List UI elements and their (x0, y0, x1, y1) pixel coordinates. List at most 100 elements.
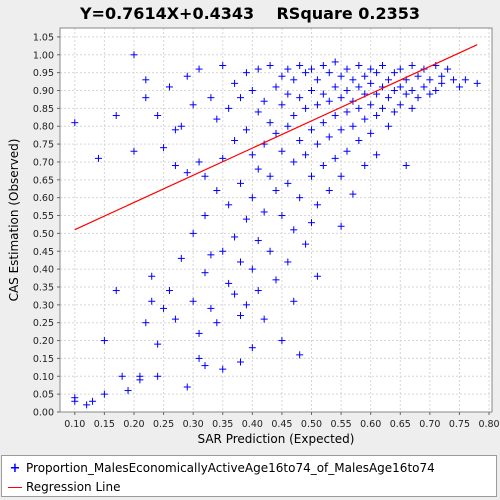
x-tick-label: 0.15 (94, 419, 115, 430)
data-point (278, 337, 286, 345)
data-point (349, 76, 357, 84)
data-point (171, 315, 179, 323)
plot-area-background (60, 28, 492, 412)
data-point (201, 362, 209, 370)
data-point (248, 151, 256, 159)
x-tick-label: 0.75 (449, 419, 470, 430)
scatter-plot: 0.00 0.05 0.10 0.15 0.20 0.25 0.30 0.35 0.40 0.45… (7, 27, 500, 446)
data-point (177, 254, 185, 262)
data-point (355, 62, 363, 70)
data-point (260, 208, 268, 216)
data-point (331, 58, 339, 66)
data-point (260, 97, 268, 105)
x-tick-label: 0.35 (212, 419, 233, 430)
data-point (373, 90, 381, 98)
data-point (319, 119, 327, 127)
data-point (242, 301, 250, 309)
y-tick-label: 0.25 (33, 318, 54, 329)
data-point (296, 62, 304, 70)
data-point (408, 104, 416, 112)
data-point (254, 237, 262, 245)
data-point (408, 87, 416, 95)
data-point (213, 115, 221, 123)
y-tick-label: 0.80 (33, 122, 54, 133)
data-point (426, 76, 434, 84)
data-point (355, 137, 363, 145)
data-point (367, 65, 375, 73)
data-point (201, 269, 209, 277)
data-point (444, 65, 452, 73)
data-point (94, 154, 102, 162)
x-tick-label: 0.10 (64, 419, 85, 430)
data-point (337, 94, 345, 102)
data-point (242, 215, 250, 223)
data-point (343, 65, 351, 73)
data-point (254, 108, 262, 116)
y-tick-label: 0.10 (33, 372, 54, 383)
data-point (361, 115, 369, 123)
y-tick-label: 1.05 (33, 32, 54, 43)
data-point (195, 354, 203, 362)
x-tick-label: 0.80 (478, 419, 499, 430)
data-point (160, 304, 168, 312)
data-point (254, 65, 262, 73)
y-tick-label: 0.45 (33, 247, 54, 258)
x-tick-label: 0.30 (183, 419, 204, 430)
data-point (130, 51, 138, 59)
data-point (337, 72, 345, 80)
data-point (219, 62, 227, 70)
data-point (313, 201, 321, 209)
data-point (373, 112, 381, 120)
data-point (290, 297, 298, 305)
data-point (236, 258, 244, 266)
data-point (396, 101, 404, 109)
legend-item-regression: Regression Line (8, 479, 120, 495)
y-tick-label: 0.20 (33, 336, 54, 347)
regression-line (74, 44, 478, 231)
data-point (408, 62, 416, 70)
data-point (373, 151, 381, 159)
line-marker-icon (8, 486, 22, 488)
data-point (266, 119, 274, 127)
data-point (278, 72, 286, 80)
data-point (254, 287, 262, 295)
data-point (242, 69, 250, 77)
data-point (272, 276, 280, 284)
data-point (308, 65, 316, 73)
data-point (195, 158, 203, 166)
data-point (284, 90, 292, 98)
chart-title: Y=0.7614X+0.4343 RSquare 0.2353 (79, 4, 421, 23)
data-point (308, 87, 316, 95)
y-tick-label: 0.30 (33, 300, 54, 311)
data-point (207, 251, 215, 259)
data-point (171, 162, 179, 170)
data-point (225, 104, 233, 112)
y-tick-label: 0.35 (33, 282, 54, 293)
x-tick-label: 0.50 (301, 419, 322, 430)
data-point (367, 129, 375, 137)
data-point (319, 162, 327, 170)
data-point (367, 101, 375, 109)
data-point (225, 201, 233, 209)
data-point (142, 76, 150, 84)
data-point (100, 390, 108, 398)
y-axis-label: CAS Estimation (Observed) (7, 139, 21, 302)
data-point (313, 272, 321, 280)
grid-lines (60, 28, 492, 413)
data-point (390, 69, 398, 77)
data-point (254, 165, 262, 173)
y-tick-label: 0.40 (33, 265, 54, 276)
data-point (272, 129, 280, 137)
data-point (290, 158, 298, 166)
data-point (325, 133, 333, 141)
data-point (302, 151, 310, 159)
data-point (426, 90, 434, 98)
data-point (402, 162, 410, 170)
data-point (349, 122, 357, 130)
data-point (201, 172, 209, 180)
data-point (343, 108, 351, 116)
data-point (231, 290, 239, 298)
data-point (337, 126, 345, 134)
data-point (165, 287, 173, 295)
data-point (355, 104, 363, 112)
